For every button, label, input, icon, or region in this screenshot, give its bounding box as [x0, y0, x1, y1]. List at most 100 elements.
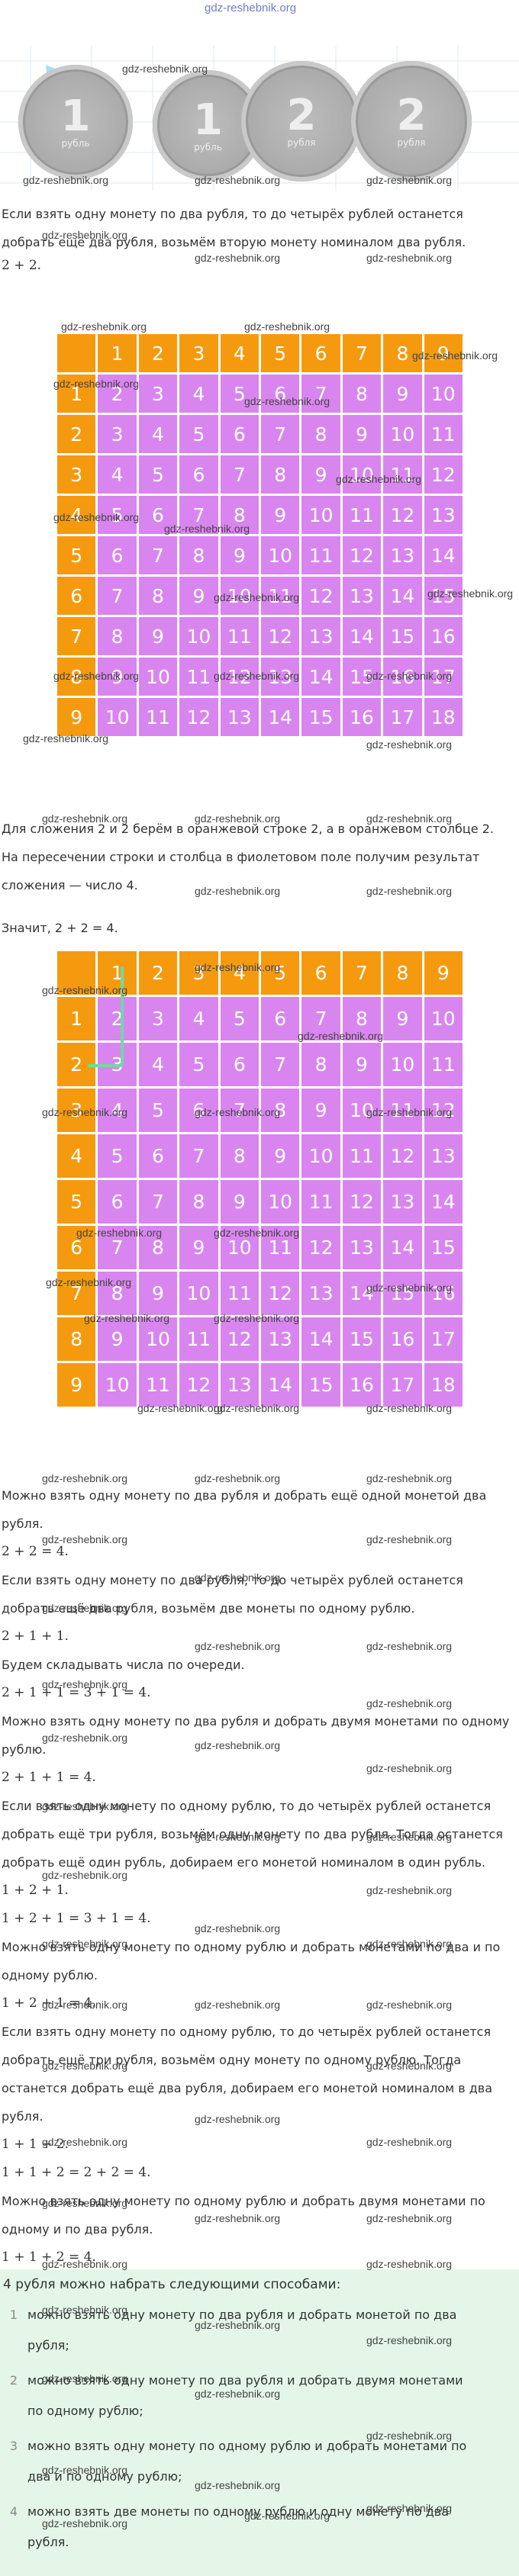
sum-cell: 15 — [301, 1363, 340, 1407]
explanation-conclusion: Значит, 2 + 2 = 4. — [2, 921, 118, 935]
sum-cell: 13 — [220, 698, 259, 736]
sum-cell: 9 — [138, 1272, 178, 1315]
sum-cell: 10 — [179, 617, 218, 655]
coin-unit: рубль — [194, 141, 222, 153]
expression: 2 + 1 + 1 = 3 + 1 = 4. — [2, 1685, 151, 1700]
watermark: gdz-reshebnik.org — [366, 1282, 453, 1294]
coin-value: 2 — [396, 91, 427, 140]
sum-cell: 5 — [179, 1043, 218, 1086]
corner-cell — [57, 334, 96, 372]
paragraph: Можно взять одну монету по одному рублю … — [2, 2194, 485, 2237]
sum-cell: 9 — [98, 658, 137, 696]
sum-cell: 5 — [98, 496, 137, 534]
sum-cell: 12 — [424, 455, 463, 494]
sum-cell: 9 — [138, 617, 178, 655]
answer-list: 1 можно взять одну монету по два рубля и … — [0, 2300, 519, 2558]
sum-cell: 14 — [301, 1317, 340, 1361]
watermark: gdz-reshebnik.org — [42, 984, 128, 996]
coin: 2 рубля — [241, 61, 362, 182]
sum-cell: 13 — [301, 617, 340, 655]
column-header: 5 — [261, 334, 300, 372]
watermark: gdz-reshebnik.org — [298, 1030, 384, 1042]
row-header: 8 — [57, 658, 96, 696]
watermark: gdz-reshebnik.org — [366, 2212, 453, 2224]
solutions: Можно взять одну монету по два рубля и д… — [0, 1481, 513, 2272]
coin-unit: рубль — [61, 138, 90, 149]
sum-cell: 8 — [98, 1272, 137, 1315]
sum-cell: 12 — [261, 617, 300, 655]
watermark: gdz-reshebnik.org — [195, 1640, 281, 1652]
watermark: gdz-reshebnik.org — [366, 1402, 453, 1414]
sum-cell: 10 — [301, 496, 340, 534]
paragraph: Если взять одну монету по одному рублю, … — [2, 1799, 503, 1870]
paragraph: Если взять одну монету по два рубля, то … — [2, 1573, 463, 1616]
coin-value: 2 — [286, 91, 317, 140]
sum-cell: 8 — [261, 1089, 300, 1132]
sum-cell: 8 — [301, 415, 340, 453]
watermark: gdz-reshebnik.org — [195, 1831, 281, 1843]
sum-cell: 18 — [424, 698, 463, 736]
answer-item: 4 можно взять две монеты по одному рублю … — [0, 2497, 519, 2558]
item-text: можно взять одну монету по одному рублю … — [27, 2439, 467, 2484]
watermark: gdz-reshebnik.org — [84, 1312, 170, 1324]
watermark: gdz-reshebnik.org — [366, 2502, 453, 2514]
watermark: gdz-reshebnik.org — [195, 1922, 281, 1934]
coin-unit: рубля — [287, 137, 316, 148]
sum-cell: 15 — [301, 698, 340, 736]
watermark: gdz-reshebnik.org — [195, 252, 281, 264]
sum-cell: 7 — [301, 375, 340, 413]
sum-cell: 7 — [220, 455, 259, 494]
watermark: gdz-reshebnik.org — [336, 473, 422, 485]
expression: 1 + 1 + 2 = 2 + 2 = 4. — [2, 2165, 151, 2180]
paragraph: Можно взять одну монету по два рубля и д… — [2, 1488, 487, 1531]
sum-cell: 12 — [220, 1317, 259, 1361]
sum-cell: 8 — [179, 1180, 218, 1224]
sum-cell: 13 — [261, 658, 300, 696]
sum-cell: 16 — [383, 1317, 422, 1361]
watermark: gdz-reshebnik.org — [42, 2197, 128, 2209]
watermark: gdz-reshebnik.org — [366, 1762, 453, 1774]
watermark: gdz-reshebnik.org — [42, 2464, 128, 2476]
watermark: gdz-reshebnik.org — [42, 1602, 128, 1614]
sum-cell: 13 — [424, 1134, 463, 1178]
sum-cell: 6 — [179, 1089, 218, 1132]
row-header: 2 — [57, 415, 96, 453]
watermark: gdz-reshebnik.org — [42, 2060, 128, 2072]
watermark: gdz-reshebnik.org — [244, 2510, 330, 2522]
watermark: gdz-reshebnik.org — [42, 1472, 128, 1484]
intro-expression: 2 + 2. — [2, 258, 42, 273]
sum-cell: 11 — [179, 658, 218, 696]
addition-table: 1234567891234567891023456789101134567891… — [57, 951, 463, 1407]
sum-cell: 13 — [383, 1180, 422, 1224]
explanation-text: Для сложения 2 и 2 берём в оранжевой стр… — [2, 822, 494, 892]
watermark: gdz-reshebnik.org — [42, 1533, 128, 1545]
sum-cell: 9 — [342, 1043, 382, 1086]
coin: 2 рубля — [351, 61, 472, 182]
paragraph: Можно взять одну монету по два рубля и д… — [2, 1714, 510, 1757]
watermark: gdz-reshebnik.org — [427, 587, 514, 600]
sum-cell: 12 — [261, 1272, 300, 1315]
sum-cell: 10 — [342, 455, 382, 494]
sum-cell: 9 — [301, 455, 340, 494]
sum-cell: 10 — [220, 1226, 259, 1269]
sum-cell: 10 — [261, 536, 300, 574]
sum-cell: 4 — [179, 997, 218, 1040]
paragraph: Если взять одну монету по одному рублю, … — [2, 2024, 493, 2124]
watermark: gdz-reshebnik.org — [366, 1999, 453, 2011]
sum-cell: 11 — [383, 455, 422, 494]
highlight — [88, 966, 124, 1067]
watermark: gdz-reshebnik.org — [195, 1571, 281, 1584]
sum-cell: 11 — [424, 415, 463, 453]
sum-cell: 3 — [138, 375, 178, 413]
sum-cell: 17 — [424, 658, 463, 696]
sum-cell: 14 — [261, 698, 300, 736]
watermark: gdz-reshebnik.org — [53, 511, 140, 523]
sum-cell: 11 — [424, 1043, 463, 1086]
answer-item: 3 можно взять одну монету по одному рублю… — [0, 2431, 519, 2492]
row-header: 5 — [57, 536, 96, 574]
sum-cell: 8 — [138, 577, 178, 615]
sum-cell: 8 — [261, 455, 300, 494]
watermark: gdz-reshebnik.org — [42, 2136, 128, 2148]
row-header: 8 — [57, 1317, 96, 1361]
sum-cell: 9 — [220, 536, 259, 574]
